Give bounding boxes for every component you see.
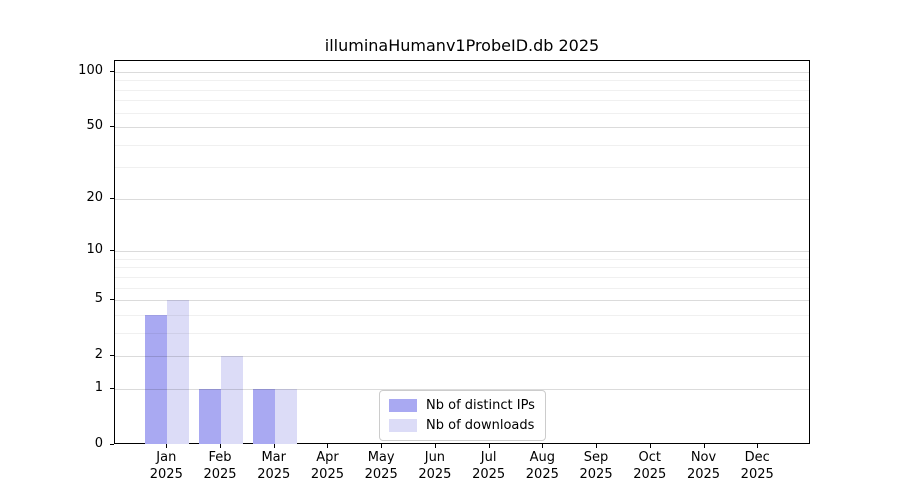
x-axis-tick-label-year: 2025 xyxy=(472,467,506,482)
y-axis-tick-label: 0 xyxy=(94,436,103,451)
x-axis-tick-label-year: 2025 xyxy=(257,467,291,482)
major-gridline xyxy=(115,356,809,358)
major-gridline xyxy=(115,300,809,302)
plot-area: Nb of distinct IPs Nb of downloads xyxy=(114,60,810,444)
y-axis-tick xyxy=(110,197,114,199)
legend-label-downloads: Nb of downloads xyxy=(426,418,535,433)
major-gridline xyxy=(115,251,809,253)
bar-downloads-feb xyxy=(221,356,244,444)
minor-gridline xyxy=(115,267,809,269)
minor-gridline xyxy=(115,314,809,316)
x-axis-tick-label: Nov 2025 xyxy=(672,449,736,483)
y-axis-tick-label: 2 xyxy=(94,347,103,363)
major-gridline xyxy=(115,72,809,73)
x-axis-tick xyxy=(434,444,436,448)
y-axis-tick-label: 10 xyxy=(86,242,103,258)
x-axis-tick-label-year: 2025 xyxy=(203,467,237,482)
minor-gridline xyxy=(115,276,809,278)
x-axis-tick-label: Jul 2025 xyxy=(457,449,521,483)
legend-label-distinct-ips: Nb of distinct IPs xyxy=(426,398,535,413)
x-axis-tick-label-year: 2025 xyxy=(364,467,398,482)
bar-distinct-ips-mar xyxy=(252,388,275,444)
x-axis-tick xyxy=(757,444,759,448)
chart-title: illuminaHumanv1ProbeID.db 2025 xyxy=(324,36,600,55)
x-axis-tick-label: Apr 2025 xyxy=(295,449,359,483)
minor-gridline xyxy=(115,258,809,260)
minor-gridline xyxy=(115,332,809,334)
bar-distinct-ips-feb xyxy=(199,388,222,444)
x-axis-tick-label: Aug 2025 xyxy=(510,449,574,483)
minor-gridline xyxy=(115,112,809,114)
x-axis-tick-label-year: 2025 xyxy=(633,467,667,482)
x-axis-tick-label-year: 2025 xyxy=(686,467,721,482)
minor-gridline xyxy=(115,100,809,102)
x-axis-tick-label: Oct 2025 xyxy=(618,449,682,483)
x-axis-tick-label-year: 2025 xyxy=(418,467,452,482)
bar-downloads-mar xyxy=(274,388,297,444)
x-axis-tick xyxy=(542,444,544,448)
y-axis-tick-label: 1 xyxy=(94,379,103,395)
legend-item-downloads: Nb of downloads xyxy=(389,418,535,433)
minor-gridline xyxy=(115,144,809,146)
legend-item-distinct-ips: Nb of distinct IPs xyxy=(389,398,535,413)
y-axis-tick-label: 50 xyxy=(86,118,103,134)
x-axis-tick-label-year: 2025 xyxy=(525,467,559,482)
x-axis-tick-label: Dec 2025 xyxy=(725,449,789,483)
minor-gridline xyxy=(115,80,809,82)
x-axis-tick xyxy=(596,444,598,448)
x-axis-tick-label: Mar 2025 xyxy=(242,449,306,483)
y-axis-tick xyxy=(110,387,114,389)
y-axis-tick-label: 100 xyxy=(78,63,103,78)
x-axis-tick xyxy=(327,444,329,448)
x-axis-tick-label-year: 2025 xyxy=(579,467,613,482)
y-axis-tick xyxy=(110,299,114,301)
major-gridline xyxy=(115,198,809,200)
x-axis-tick-label: May 2025 xyxy=(349,449,413,483)
x-axis-tick-label: Sep 2025 xyxy=(564,449,628,483)
x-axis-tick xyxy=(220,444,222,448)
y-axis-tick xyxy=(110,71,114,72)
legend: Nb of distinct IPs Nb of downloads xyxy=(379,390,546,441)
minor-gridline xyxy=(115,89,809,91)
y-axis-tick xyxy=(110,444,114,445)
x-axis-tick-label: Feb 2025 xyxy=(188,449,252,483)
y-axis-tick xyxy=(110,250,114,252)
bar-distinct-ips-jan xyxy=(145,314,168,444)
y-axis-tick xyxy=(110,355,114,357)
x-axis-tick xyxy=(166,444,168,448)
legend-swatch-downloads xyxy=(389,419,417,432)
x-axis-tick-label: Jan 2025 xyxy=(134,449,198,483)
minor-gridline xyxy=(115,167,809,169)
legend-swatch-distinct-ips xyxy=(389,399,417,412)
x-axis-tick-label-year: 2025 xyxy=(740,467,774,482)
x-axis-tick xyxy=(703,444,705,448)
bar-downloads-jan xyxy=(167,300,190,444)
x-axis-tick xyxy=(273,444,275,448)
y-axis-tick-label: 5 xyxy=(94,291,103,307)
y-axis-tick-label: 20 xyxy=(86,189,103,205)
x-axis-tick xyxy=(488,444,490,448)
y-axis-tick xyxy=(110,126,114,128)
x-axis-tick-label: Jun 2025 xyxy=(403,449,467,483)
major-gridline xyxy=(115,388,809,390)
x-axis-tick-label-year: 2025 xyxy=(149,467,183,482)
x-axis-tick-label-year: 2025 xyxy=(310,467,344,482)
x-axis-tick xyxy=(649,444,651,448)
minor-gridline xyxy=(115,287,809,289)
major-gridline xyxy=(115,127,809,129)
x-axis-tick xyxy=(381,444,383,448)
